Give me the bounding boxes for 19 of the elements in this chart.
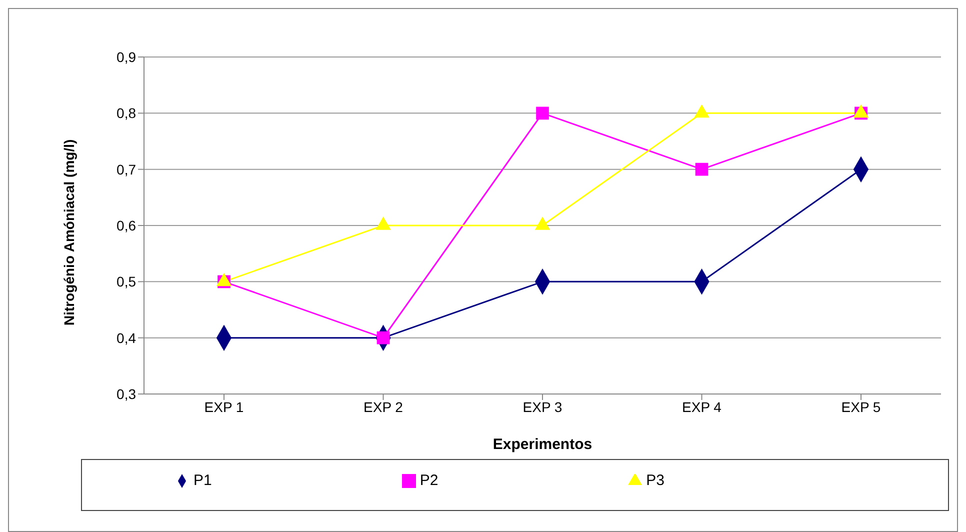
y-tick-label: 0,7 (116, 161, 136, 178)
point (695, 162, 708, 176)
x-tick-label: EXP 1 (204, 398, 244, 415)
legend-label: P2 (420, 472, 438, 489)
y-axis-title: Nitrogénio Amóniacal (mg/l) (60, 139, 77, 326)
y-tick-label: 0,8 (116, 105, 136, 122)
legend-label: P3 (646, 472, 665, 489)
point (536, 106, 549, 120)
y-tick-label: 0,5 (116, 274, 136, 290)
x-tick-label: EXP 3 (522, 398, 562, 415)
x-tick-label: EXP 4 (682, 398, 722, 415)
x-axis-title: Experimentos (492, 436, 592, 453)
y-tick-label: 0,6 (116, 217, 136, 234)
x-tick-label: EXP 2 (364, 398, 404, 415)
y-tick-label: 0,4 (116, 330, 136, 346)
y-tick-label: 0,3 (116, 386, 136, 402)
x-tick-label: EXP 5 (841, 398, 881, 415)
y-tick-label: 0,9 (116, 48, 136, 65)
legend-label: P1 (193, 472, 212, 489)
